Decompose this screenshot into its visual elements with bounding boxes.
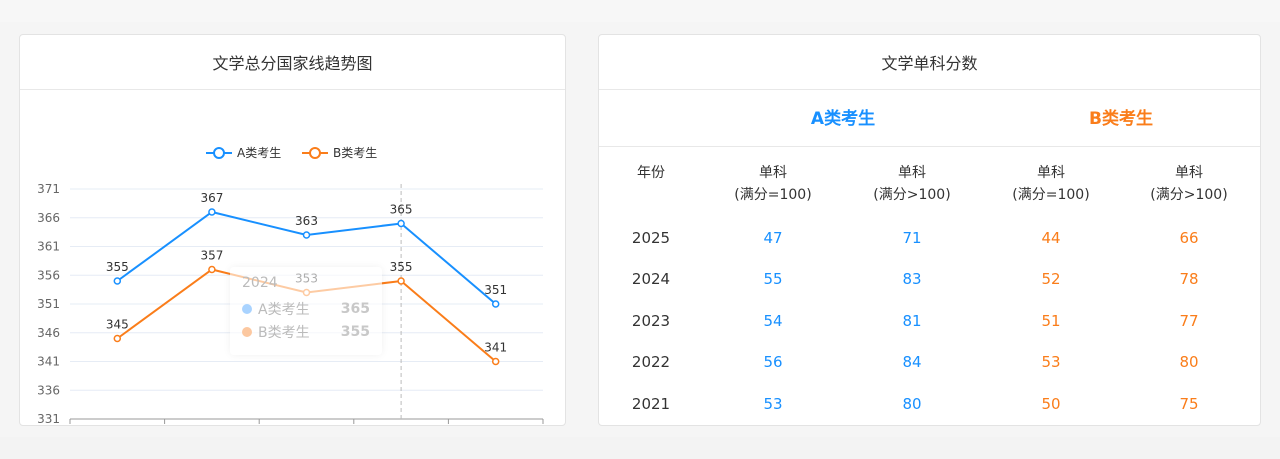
header-a-over100: 单科 (满分>100)	[873, 162, 950, 206]
cell-b1: 51	[1041, 312, 1061, 330]
data-label: 341	[484, 341, 507, 355]
cell-b2: 77	[1179, 312, 1199, 330]
header-b-full100-line1: 单科	[1036, 165, 1065, 181]
cell-b1: 50	[1041, 395, 1061, 413]
table-row: 2021 53 80 50 75	[599, 384, 1260, 425]
table-row: 2024 55 83 52 78	[599, 259, 1260, 300]
cell-b2: 66	[1179, 229, 1199, 247]
tooltip-row-a: A类考生 365	[242, 297, 370, 320]
cell-a1: 56	[763, 353, 783, 371]
data-point	[208, 265, 216, 274]
legend-marker-b	[309, 147, 321, 159]
y-tick-label: 371	[37, 182, 60, 196]
cell-a2: 80	[902, 395, 922, 413]
tooltip-dot-a	[242, 303, 252, 314]
cell-year: 2025	[631, 229, 671, 247]
group-header-row: A类考生 B类考生	[599, 91, 1260, 147]
y-tick-label: 336	[37, 383, 60, 397]
header-a-over100-line2: (满分>100)	[873, 187, 951, 203]
cell-year: 2024	[631, 270, 671, 288]
bottom-strip	[0, 437, 1280, 459]
cell-b1: 53	[1041, 353, 1061, 371]
y-tick-label: 351	[37, 297, 60, 311]
table-header-row: 年份 单科 (满分=100) 单科 (满分>100) 单科 (满分=100) 单…	[599, 148, 1260, 212]
data-label: 345	[106, 318, 129, 332]
y-tick-label: 366	[37, 211, 60, 225]
cell-a2: 81	[902, 312, 922, 330]
data-label: 355	[106, 260, 129, 274]
cell-a1: 54	[763, 312, 783, 330]
cell-a1: 47	[763, 229, 783, 247]
data-point	[208, 208, 216, 216]
header-b-full100-line2: (满分=100)	[1012, 187, 1090, 203]
tooltip-value-b: 355	[340, 323, 370, 340]
cell-a2: 71	[902, 229, 922, 247]
cell-a1: 53	[763, 395, 783, 413]
legend-label-a: A类考生	[237, 146, 281, 160]
tooltip-dot-b	[242, 326, 252, 337]
data-point	[397, 219, 405, 228]
table-row: 2025 47 71 44 66	[599, 218, 1260, 259]
cell-b2: 80	[1179, 353, 1199, 371]
chart-tooltip: 2024 A类考生 365 B类考生 355	[230, 267, 382, 355]
table-row: 2023 54 81 51 77	[599, 301, 1260, 342]
cell-year: 2023	[631, 312, 671, 330]
cell-a2: 83	[902, 270, 922, 288]
cell-b2: 78	[1179, 270, 1199, 288]
cell-a2: 84	[902, 353, 922, 371]
data-point	[491, 357, 500, 366]
header-b-over100: 单科 (满分>100)	[1150, 162, 1227, 206]
data-label: 363	[295, 214, 318, 228]
table-card-title: 文学单科分数	[599, 35, 1260, 90]
chart-card-title: 文学总分国家线趋势图	[20, 35, 565, 90]
cell-b1: 52	[1041, 270, 1061, 288]
group-label-a: A类考生	[810, 109, 876, 129]
data-label: 355	[390, 260, 413, 274]
tooltip-name-b: B类考生	[258, 324, 310, 341]
y-tick-label: 331	[37, 412, 60, 426]
tooltip-name-a: A类考生	[258, 301, 310, 318]
y-tick-label: 346	[37, 326, 60, 340]
data-label: 357	[200, 249, 223, 263]
cell-a1: 55	[763, 270, 783, 288]
trend-line-chart: 3713663613563513463413363312021202220232…	[37, 146, 544, 426]
trend-chart-card: 文学总分国家线趋势图 371 366 361 356 351 346 341 336 331 20…	[19, 34, 566, 426]
data-point	[491, 300, 500, 308]
tooltip-value-a: 365	[340, 300, 370, 317]
cell-b1: 44	[1041, 229, 1061, 247]
header-a-full100-line2: (满分=100)	[734, 187, 812, 203]
header-b-over100-line2: (满分>100)	[1150, 187, 1228, 203]
single-subject-table-card: 文学单科分数 A类考生 B类考生 年份 单科 (满分=100) 单科 (满分>1…	[598, 34, 1261, 426]
tooltip-title: 2024	[242, 275, 278, 291]
header-b-full100: 单科 (满分=100)	[1012, 162, 1089, 206]
data-point	[113, 277, 122, 285]
data-point	[397, 277, 405, 285]
data-label: 351	[484, 283, 507, 297]
data-label: 365	[390, 203, 413, 217]
cell-year: 2022	[631, 353, 671, 371]
data-point	[113, 334, 122, 343]
legend-marker-a	[213, 147, 225, 159]
group-label-b: B类考生	[1089, 109, 1153, 129]
data-point	[302, 231, 311, 239]
header-b-over100-line1: 单科	[1174, 165, 1203, 181]
header-a-over100-line1: 单科	[897, 165, 926, 181]
tooltip-row-b: B类考生 355	[242, 320, 370, 343]
table-row: 2022 56 84 53 80	[599, 342, 1260, 383]
cell-b2: 75	[1179, 395, 1199, 413]
data-label: 367	[200, 191, 223, 205]
header-a-full100-line1: 单科	[758, 165, 787, 181]
header-year: 年份	[637, 165, 665, 181]
cell-year: 2021	[631, 395, 671, 413]
y-tick-label: 361	[37, 240, 60, 254]
y-tick-label: 341	[37, 355, 60, 369]
top-strip	[0, 0, 1280, 22]
y-tick-label: 356	[37, 268, 60, 282]
legend-label-b: B类考生	[333, 146, 377, 160]
header-a-full100: 单科 (满分=100)	[734, 162, 811, 206]
